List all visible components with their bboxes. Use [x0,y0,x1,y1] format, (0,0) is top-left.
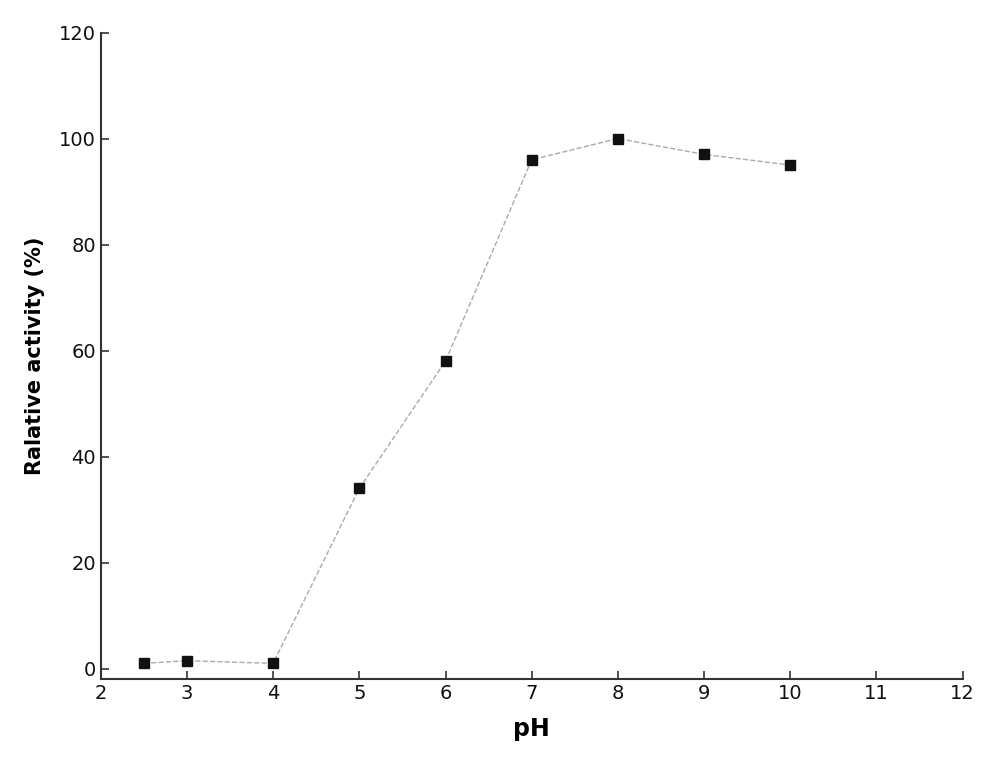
X-axis label: pH: pH [513,717,550,741]
Y-axis label: Ralative activity (%): Ralative activity (%) [25,237,45,475]
